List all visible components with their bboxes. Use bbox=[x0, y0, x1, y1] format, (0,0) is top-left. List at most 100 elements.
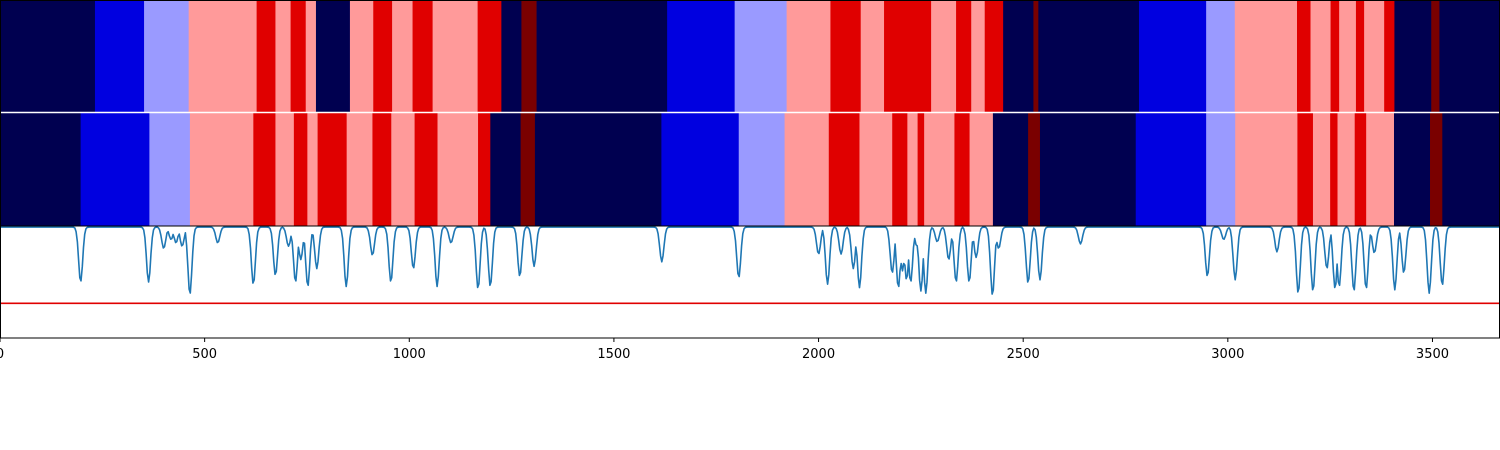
bottom-segment-43 bbox=[1442, 112, 1500, 226]
bottom-segment-9 bbox=[346, 112, 373, 226]
x-tick-label-2: 1000 bbox=[393, 347, 426, 362]
bottom-segment-17 bbox=[534, 112, 662, 226]
bottom-segment-29 bbox=[992, 112, 1029, 226]
bottom-segment-41 bbox=[1393, 112, 1431, 226]
bottom-segment-32 bbox=[1135, 112, 1207, 226]
bottom-segment-37 bbox=[1330, 112, 1338, 226]
top-segment-39 bbox=[1364, 0, 1385, 113]
top-segment-25 bbox=[956, 0, 972, 113]
top-segment-20 bbox=[786, 0, 831, 113]
bottom-segment-7 bbox=[307, 112, 318, 226]
top-segment-27 bbox=[984, 0, 1004, 113]
top-segment-4 bbox=[256, 0, 276, 113]
top-segment-9 bbox=[349, 0, 374, 113]
score-line bbox=[0, 226, 1500, 295]
x-tick-label-6: 3000 bbox=[1211, 347, 1244, 362]
bottom-segment-31 bbox=[1039, 112, 1137, 226]
top-segment-3 bbox=[188, 0, 258, 113]
top-segment-6 bbox=[290, 0, 307, 113]
bottom-segment-25 bbox=[917, 112, 925, 226]
bottom-segment-13 bbox=[437, 112, 479, 226]
top-segment-30 bbox=[1038, 0, 1140, 113]
top-segment-18 bbox=[667, 0, 736, 113]
top-segment-38 bbox=[1355, 0, 1365, 113]
bottom-segment-21 bbox=[828, 112, 860, 226]
bottom-segment-28 bbox=[969, 112, 994, 226]
top-segment-26 bbox=[971, 0, 986, 113]
top-segment-12 bbox=[412, 0, 434, 113]
top-segment-28 bbox=[1003, 0, 1034, 113]
top-segment-22 bbox=[860, 0, 885, 113]
top-segment-21 bbox=[830, 0, 862, 113]
x-axis: 0 500 1000 1500 2000 2500 3000 3500 bbox=[0, 338, 1449, 362]
top-segment-36 bbox=[1330, 0, 1340, 113]
x-tick-label-0: 0 bbox=[0, 347, 4, 362]
top-segment-19 bbox=[734, 0, 788, 113]
bottom-segment-5 bbox=[275, 112, 295, 226]
bottom-segment-0 bbox=[0, 112, 82, 226]
top-segment-8 bbox=[315, 0, 351, 113]
top-segment-31 bbox=[1139, 0, 1207, 113]
bottom-segment-14 bbox=[478, 112, 491, 226]
top-segment-17 bbox=[536, 0, 668, 113]
bottom-segment-40 bbox=[1366, 112, 1395, 226]
top-segment-37 bbox=[1339, 0, 1357, 113]
top-segment-34 bbox=[1296, 0, 1311, 113]
top-segment-14 bbox=[477, 0, 502, 113]
top-segment-2 bbox=[144, 0, 190, 113]
top-segment-13 bbox=[432, 0, 479, 113]
bottom-segment-23 bbox=[892, 112, 908, 226]
top-segment-41 bbox=[1394, 0, 1432, 113]
bottom-segment-12 bbox=[414, 112, 438, 226]
line-plot-panel bbox=[0, 226, 1500, 338]
bottom-segment-30 bbox=[1028, 112, 1041, 226]
bottom-segment-3 bbox=[189, 112, 254, 226]
bottom-segment-36 bbox=[1312, 112, 1331, 226]
top-segment-23 bbox=[884, 0, 932, 113]
bottom-segment-15 bbox=[490, 112, 522, 226]
top-segment-15 bbox=[501, 0, 522, 113]
top-segment-5 bbox=[275, 0, 291, 113]
top-segment-42 bbox=[1431, 0, 1440, 113]
bottom-segment-33 bbox=[1206, 112, 1236, 226]
bottom-segment-20 bbox=[784, 112, 830, 226]
x-tick-label-7: 3500 bbox=[1416, 347, 1449, 362]
top-segment-32 bbox=[1206, 0, 1236, 113]
bottom-segment-2 bbox=[149, 112, 191, 226]
x-tick-label-4: 2000 bbox=[802, 347, 835, 362]
top-segment-35 bbox=[1310, 0, 1331, 113]
bottom-segment-35 bbox=[1297, 112, 1314, 226]
bottom-segment-19 bbox=[738, 112, 785, 226]
top-segment-40 bbox=[1384, 0, 1395, 113]
top-segment-1 bbox=[94, 0, 145, 113]
top-segment-11 bbox=[392, 0, 413, 113]
top-segment-33 bbox=[1234, 0, 1298, 113]
bottom-segment-39 bbox=[1354, 112, 1367, 226]
heatmap-row-top bbox=[0, 0, 1500, 113]
top-segment-0 bbox=[0, 0, 96, 113]
bottom-segment-34 bbox=[1235, 112, 1298, 226]
top-segment-10 bbox=[373, 0, 393, 113]
bottom-segment-18 bbox=[661, 112, 740, 226]
x-tick-label-1: 500 bbox=[192, 347, 217, 362]
bottom-segment-10 bbox=[372, 112, 392, 226]
top-segment-16 bbox=[521, 0, 537, 113]
x-tick-label-5: 2500 bbox=[1007, 347, 1040, 362]
bottom-segment-6 bbox=[293, 112, 308, 226]
bottom-segment-38 bbox=[1337, 112, 1356, 226]
bottom-segment-42 bbox=[1430, 112, 1443, 226]
top-segment-29 bbox=[1033, 0, 1039, 113]
bottom-segment-24 bbox=[907, 112, 918, 226]
bottom-segment-27 bbox=[954, 112, 970, 226]
bottom-segment-26 bbox=[924, 112, 955, 226]
top-segment-43 bbox=[1439, 0, 1500, 113]
bottom-segment-22 bbox=[859, 112, 893, 226]
bottom-segment-4 bbox=[253, 112, 276, 226]
bottom-segment-11 bbox=[391, 112, 415, 226]
top-segment-24 bbox=[931, 0, 957, 113]
bottom-segment-8 bbox=[317, 112, 348, 226]
top-segment-7 bbox=[305, 0, 317, 113]
x-tick-label-3: 1500 bbox=[597, 347, 630, 362]
bottom-segment-1 bbox=[80, 112, 150, 226]
